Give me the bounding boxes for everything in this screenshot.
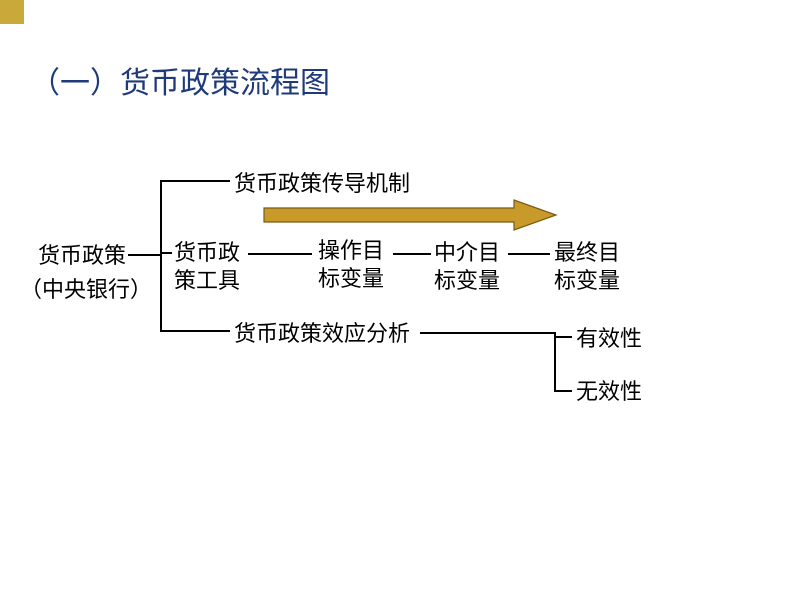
line-valid (554, 336, 572, 338)
node-valid: 有效性 (576, 325, 642, 353)
line-eff-branch (420, 332, 555, 334)
line-tool-op (248, 253, 312, 255)
line-root-h (128, 254, 160, 256)
node-mid-line1: 中介目 (434, 239, 500, 267)
line-bracket-v (160, 180, 162, 332)
flow-arrow (262, 198, 558, 237)
node-effect-analysis: 货币政策效应分析 (234, 320, 410, 348)
node-transmission: 货币政策传导机制 (234, 170, 410, 198)
line-out-bracket-v (554, 332, 556, 390)
line-bracket-mid (160, 252, 172, 254)
line-bracket-bot (160, 330, 230, 332)
node-tool-line2: 策工具 (174, 267, 240, 295)
line-mid-fin (508, 253, 550, 255)
corner-marker (0, 0, 24, 24)
page-title: （一）货币政策流程图 (30, 58, 330, 102)
node-root-line1: 货币政策 (38, 242, 126, 270)
node-op-line1: 操作目 (318, 237, 384, 265)
line-bracket-top (160, 180, 230, 182)
node-invalid: 无效性 (576, 378, 642, 406)
node-fin-line1: 最终目 (554, 239, 620, 267)
node-root-line2: （中央银行） (20, 276, 152, 304)
line-op-mid (393, 253, 431, 255)
node-tool-line1: 货币政 (174, 239, 240, 267)
node-fin-line2: 标变量 (554, 267, 620, 295)
node-mid-line2: 标变量 (434, 267, 500, 295)
line-invalid (554, 390, 572, 392)
node-op-line2: 标变量 (318, 265, 384, 293)
